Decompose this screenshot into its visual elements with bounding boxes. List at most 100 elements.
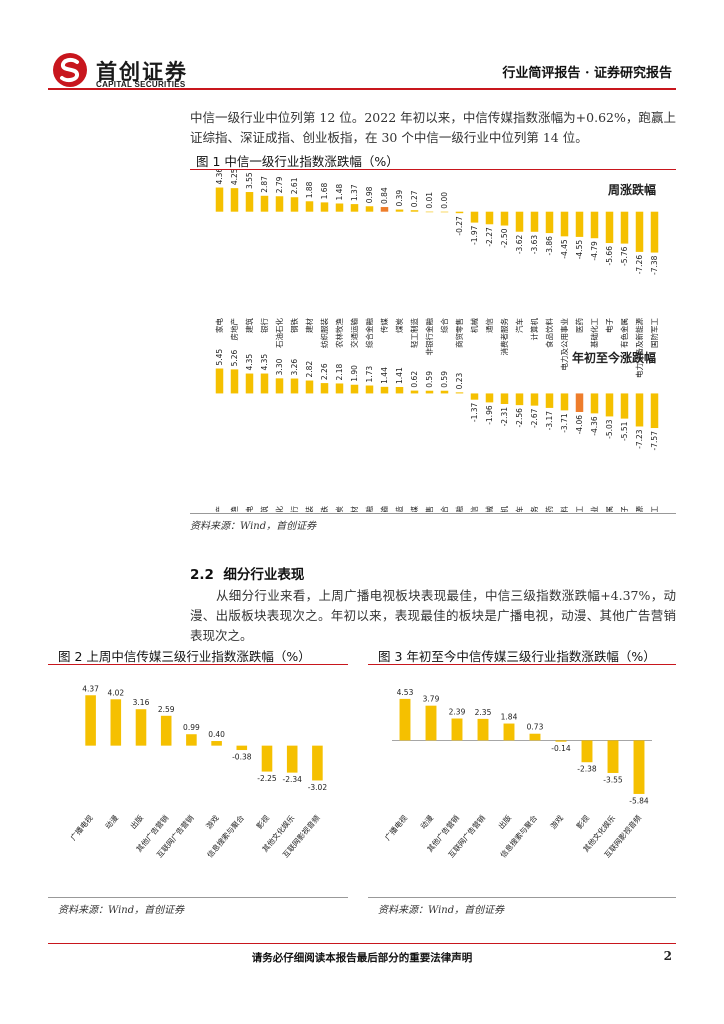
brand-name-cn: 首创证券 xyxy=(96,60,188,84)
chart-bar xyxy=(135,709,147,746)
chart-category-label: 食品饮料 xyxy=(559,506,569,512)
chart-bar xyxy=(515,393,524,406)
figure1-source: 资料来源：Wind，首创证券 xyxy=(190,521,317,532)
capital-securities-logo-icon xyxy=(53,53,87,87)
chart-value-label: 1.90 xyxy=(350,365,359,382)
chart-value-label: 0.23 xyxy=(455,372,464,389)
chart-value-label: -2.50 xyxy=(500,228,509,248)
chart-category-label: 游戏 xyxy=(203,812,221,830)
chart-value-label: 4.53 xyxy=(397,688,414,697)
chart-category-label: 综合金融 xyxy=(364,506,374,512)
chart-value-label: 4.02 xyxy=(107,688,124,697)
figure1-chart: 周涨跌幅 4.36 家电 4.25 房地产 3.55 建筑 2.87 银行 2.79 石油石化 2.6… xyxy=(214,170,659,512)
chart-value-label: 4.37 xyxy=(82,684,99,693)
chart-category-label: 交通运输 xyxy=(349,318,359,348)
figure3-title: 图 3 年初至今中信传媒三级行业指数涨跌幅（%） xyxy=(378,649,656,664)
chart-bar xyxy=(575,211,584,237)
chart-bar xyxy=(650,393,659,429)
chart-bar xyxy=(365,385,374,394)
chart-bar xyxy=(395,209,404,212)
chart-category-label: 农林牧渔 xyxy=(334,318,344,348)
chart-bar xyxy=(650,211,659,253)
chart-bar xyxy=(485,211,494,225)
chart-bar xyxy=(380,207,389,212)
chart-bar xyxy=(365,206,374,212)
chart-category-label: 煤炭 xyxy=(394,318,404,333)
chart-value-label: -3.02 xyxy=(308,783,328,792)
chart-category-label: 食品饮料 xyxy=(544,318,554,348)
chart-value-label: 0.59 xyxy=(440,371,449,388)
chart-bar xyxy=(560,211,569,237)
chart-bar xyxy=(290,197,299,212)
chart-category-label: 有色金属 xyxy=(604,506,614,512)
chart-category-label: 房地产 xyxy=(229,318,239,341)
chart-bar xyxy=(245,192,254,212)
chart-value-label: -2.38 xyxy=(577,765,597,774)
chart-bar xyxy=(500,393,509,404)
chart-category-label: 商贸零售 xyxy=(424,506,434,512)
chart-category-label: 农林牧渔 xyxy=(229,506,239,512)
chart-bar xyxy=(261,745,273,772)
chart-value-label: 1.88 xyxy=(305,181,314,198)
chart-value-label: -4.55 xyxy=(575,240,584,260)
chart-category-label: 传媒 xyxy=(379,318,389,333)
chart-value-label: -3.55 xyxy=(603,775,623,784)
section-title: 细分行业表现 xyxy=(223,567,305,583)
chart-category-label: 计算机 xyxy=(529,318,539,341)
chart-category-label: 医药 xyxy=(544,506,554,512)
chart-value-label: -2.25 xyxy=(257,774,277,783)
chart-category-label: 轻工制造 xyxy=(394,506,404,512)
chart-value-label: -2.27 xyxy=(485,227,494,247)
chart-bar xyxy=(529,733,541,741)
chart-bar xyxy=(230,369,239,394)
chart-category-label: 有色金属 xyxy=(619,318,629,348)
chart-category-label: 钢铁 xyxy=(319,506,329,512)
chart-panel-title: 周涨跌幅 xyxy=(608,182,656,197)
chart-value-label: -7.23 xyxy=(635,429,644,449)
chart-category-label: 纺织服装 xyxy=(304,506,314,512)
chart-category-label: 商贸零售 xyxy=(454,318,464,348)
chart-value-label: 1.84 xyxy=(501,713,518,722)
chart-category-label: 动漫 xyxy=(103,812,121,830)
chart-value-label: 2.61 xyxy=(290,177,299,194)
chart-category-label: 出版 xyxy=(128,812,146,830)
chart-bar xyxy=(620,393,629,419)
chart-value-label: 0.01 xyxy=(425,192,434,209)
chart-value-label: -4.45 xyxy=(560,239,569,259)
chart-category-label: 交通运输 xyxy=(379,506,389,512)
chart-bar xyxy=(286,745,298,773)
chart-category-label: 出版 xyxy=(496,812,514,830)
figure1-title: 图 1 中信一级行业指数涨跌幅（%） xyxy=(196,154,399,169)
chart-value-label: -5.84 xyxy=(629,796,649,805)
chart-category-label: 家电 xyxy=(214,318,224,333)
chart-bar xyxy=(110,699,122,746)
chart-value-label: 4.25 xyxy=(230,170,239,185)
chart-value-label: -2.34 xyxy=(282,775,302,784)
chart-bar xyxy=(545,393,554,408)
chart-bar xyxy=(581,740,593,763)
chart-bar xyxy=(245,373,254,394)
chart-value-label: -5.66 xyxy=(605,246,614,266)
chart-value-label: 4.35 xyxy=(260,354,269,371)
chart-bar xyxy=(425,390,434,394)
chart-value-label: 1.48 xyxy=(335,184,344,201)
chart-bar xyxy=(399,698,411,741)
chart-bar xyxy=(560,393,569,411)
chart-category-label: 消费者服务 xyxy=(499,318,509,356)
chart-value-label: 0.84 xyxy=(380,187,389,204)
chart-bar xyxy=(555,740,567,742)
chart-category-label: 国防军工 xyxy=(649,318,659,348)
chart-bar xyxy=(410,210,419,212)
chart-category-label: 建筑 xyxy=(244,318,254,333)
chart-value-label: 1.41 xyxy=(395,367,404,384)
chart-category-label: 电力设备及新能源 xyxy=(634,318,644,378)
chart-value-label: -1.96 xyxy=(485,405,494,425)
chart-value-label: 5.45 xyxy=(215,349,224,366)
chart-value-label: 4.35 xyxy=(245,354,254,371)
chart-value-label: -5.51 xyxy=(620,421,629,441)
chart-category-label: 电力及公用事业 xyxy=(559,318,569,371)
chart-category-label: 电力及公用事业 xyxy=(589,506,599,512)
chart-bar xyxy=(590,393,599,414)
chart-value-label: 5.26 xyxy=(230,349,239,366)
chart-category-label: 计算机 xyxy=(499,506,509,512)
